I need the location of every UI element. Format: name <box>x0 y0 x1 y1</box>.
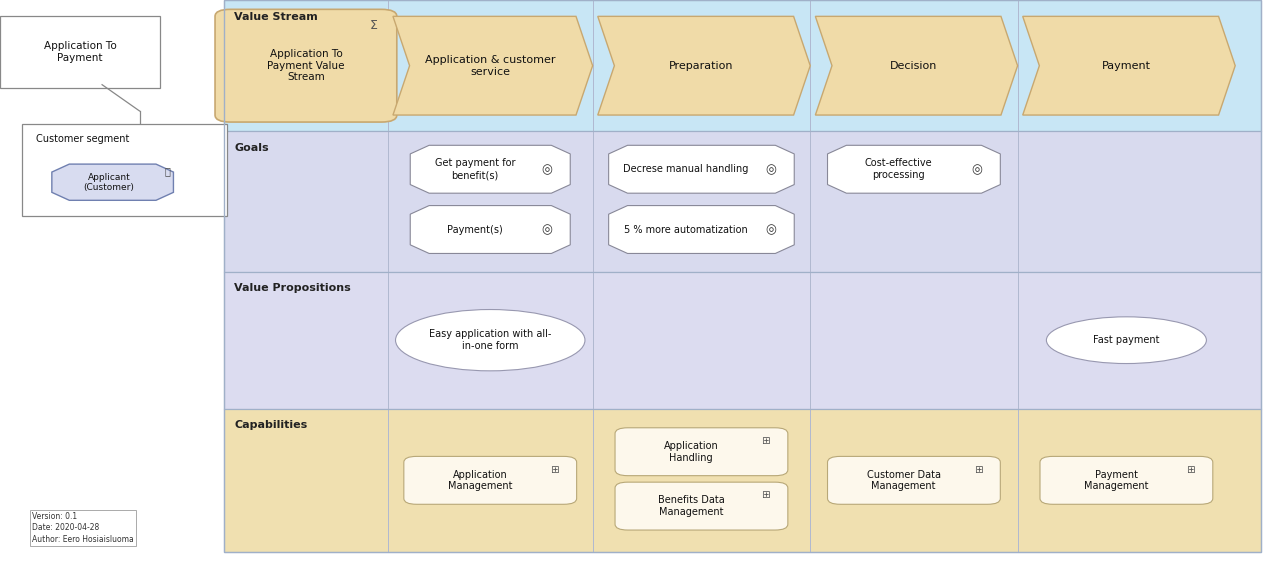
Text: ⊞: ⊞ <box>550 465 559 475</box>
Text: Application
Management: Application Management <box>448 470 512 491</box>
Polygon shape <box>1023 16 1235 115</box>
Polygon shape <box>51 164 174 200</box>
Text: Value Stream: Value Stream <box>234 12 317 22</box>
FancyBboxPatch shape <box>616 427 788 475</box>
Text: Decrese manual handling: Decrese manual handling <box>623 164 749 174</box>
Bar <box>224 409 1261 552</box>
Text: ◎: ◎ <box>541 223 553 236</box>
Bar <box>224 0 1261 131</box>
Polygon shape <box>609 206 794 253</box>
Polygon shape <box>598 16 810 115</box>
Text: Payment: Payment <box>1102 61 1151 71</box>
Text: Benefits Data
Management: Benefits Data Management <box>658 495 724 517</box>
Text: Preparation: Preparation <box>669 61 733 71</box>
Polygon shape <box>609 145 794 193</box>
Text: Get payment for
benefit(s): Get payment for benefit(s) <box>435 158 515 180</box>
FancyBboxPatch shape <box>1039 457 1213 505</box>
Text: Applicant
(Customer): Applicant (Customer) <box>83 172 134 192</box>
Text: 5 % more automatization: 5 % more automatization <box>625 224 748 235</box>
Bar <box>224 131 1261 272</box>
Polygon shape <box>815 16 1018 115</box>
Ellipse shape <box>1047 317 1207 363</box>
Text: Customer Data
Management: Customer Data Management <box>867 470 941 491</box>
Text: Cost-effective
processing: Cost-effective processing <box>865 158 932 180</box>
Text: Version: 0.1
Date: 2020-04-28
Author: Eero Hosiaisluoma: Version: 0.1 Date: 2020-04-28 Author: Ee… <box>32 512 133 544</box>
FancyBboxPatch shape <box>22 124 227 216</box>
Text: Decision: Decision <box>890 61 938 71</box>
FancyBboxPatch shape <box>215 9 397 122</box>
FancyBboxPatch shape <box>404 457 576 505</box>
Text: Goals: Goals <box>234 143 269 153</box>
Text: Value Propositions: Value Propositions <box>234 283 351 293</box>
Text: Easy application with all-
in-one form: Easy application with all- in-one form <box>429 329 552 351</box>
Text: ⊞: ⊞ <box>762 436 771 446</box>
Text: Fast payment: Fast payment <box>1093 335 1160 345</box>
Bar <box>224 0 1261 552</box>
Bar <box>224 272 1261 409</box>
Text: ◎: ◎ <box>972 163 983 176</box>
FancyBboxPatch shape <box>0 16 160 88</box>
Text: ⊞: ⊞ <box>974 465 983 475</box>
Text: Payment
Management: Payment Management <box>1084 470 1148 491</box>
Text: ◎: ◎ <box>765 223 777 236</box>
Text: Application To
Payment: Application To Payment <box>44 41 116 62</box>
Text: ◎: ◎ <box>765 163 777 176</box>
Ellipse shape <box>396 310 585 371</box>
Text: Payment(s): Payment(s) <box>447 224 503 235</box>
Polygon shape <box>393 16 593 115</box>
Text: ⊞: ⊞ <box>762 491 771 500</box>
Text: Application To
Payment Value
Stream: Application To Payment Value Stream <box>268 49 344 82</box>
Text: ⧉: ⧉ <box>165 166 172 176</box>
Text: Capabilities: Capabilities <box>234 420 307 430</box>
FancyBboxPatch shape <box>616 482 788 530</box>
Polygon shape <box>410 145 571 193</box>
Polygon shape <box>828 145 1001 193</box>
Text: ◎: ◎ <box>541 163 553 176</box>
Text: Customer segment: Customer segment <box>36 134 129 144</box>
FancyBboxPatch shape <box>828 457 1001 505</box>
Text: Application
Handling: Application Handling <box>664 441 718 463</box>
Polygon shape <box>410 206 571 253</box>
Text: Application & customer
service: Application & customer service <box>425 55 556 77</box>
Text: ⊞: ⊞ <box>1187 465 1196 475</box>
Text: Σ: Σ <box>370 19 378 32</box>
